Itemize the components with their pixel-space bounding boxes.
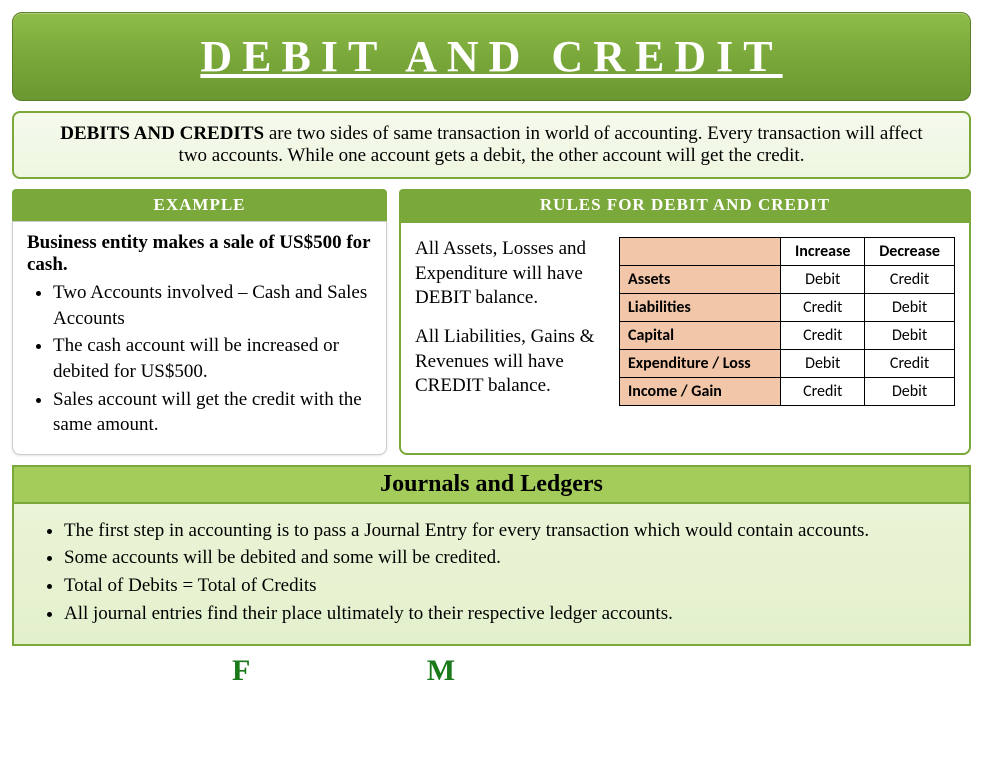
table-row: Liabilities Credit Debit [620,294,955,322]
table-cell: Credit [781,322,865,350]
journals-bullet: All journal entries find their place ult… [64,601,951,627]
rules-para-2: All Liabilities, Gains & Revenues will h… [415,325,605,399]
page-title: DEBIT AND CREDIT [23,31,960,82]
two-column-row: EXAMPLE Business entity makes a sale of … [12,189,971,455]
table-rowhead: Income / Gain [620,378,781,406]
table-row: Expenditure / Loss Debit Credit [620,350,955,378]
footer-letters: F M [12,654,971,688]
table-cell: Credit [781,294,865,322]
table-header-row: Increase Decrease [620,238,955,266]
table-rowhead: Expenditure / Loss [620,350,781,378]
table-rowhead: Assets [620,266,781,294]
rules-table-wrap: Increase Decrease Assets Debit Credit Li… [619,237,955,439]
table-cell: Debit [781,266,865,294]
table-cell: Credit [781,378,865,406]
table-row: Assets Debit Credit [620,266,955,294]
footer-letter-f: F [232,654,249,687]
example-bullet: The cash account will be increased or de… [53,333,372,384]
example-bullet: Two Accounts involved – Cash and Sales A… [53,280,372,331]
table-cell: Debit [865,322,955,350]
table-rowhead: Liabilities [620,294,781,322]
rules-table: Increase Decrease Assets Debit Credit Li… [619,237,955,406]
journals-list: The first step in accounting is to pass … [44,518,951,627]
rules-panel: RULES FOR DEBIT AND CREDIT All Assets, L… [399,189,971,455]
intro-box: DEBITS AND CREDITS are two sides of same… [12,111,971,179]
journals-bullet: Some accounts will be debited and some w… [64,545,951,571]
table-row: Income / Gain Credit Debit [620,378,955,406]
journals-bullet: The first step in accounting is to pass … [64,518,951,544]
journals-body: The first step in accounting is to pass … [12,504,971,647]
rules-para-1: All Assets, Losses and Expenditure will … [415,237,605,311]
table-header-blank [620,238,781,266]
table-cell: Debit [865,294,955,322]
example-lead: Business entity makes a sale of US$500 f… [27,232,372,276]
table-cell: Credit [865,266,955,294]
footer-letter-m: M [427,654,455,687]
intro-bold: DEBITS AND CREDITS [60,123,264,144]
table-cell: Debit [781,350,865,378]
table-row: Capital Credit Debit [620,322,955,350]
rules-text: All Assets, Losses and Expenditure will … [415,237,605,439]
example-header: EXAMPLE [12,189,387,221]
example-body: Business entity makes a sale of US$500 f… [12,221,387,455]
title-banner: DEBIT AND CREDIT [12,12,971,101]
rules-body: All Assets, Losses and Expenditure will … [399,221,971,455]
example-panel: EXAMPLE Business entity makes a sale of … [12,189,387,455]
rules-header: RULES FOR DEBIT AND CREDIT [399,189,971,221]
table-rowhead: Capital [620,322,781,350]
table-header-decrease: Decrease [865,238,955,266]
journals-header: Journals and Ledgers [12,465,971,504]
table-header-increase: Increase [781,238,865,266]
example-bullet: Sales account will get the credit with t… [53,387,372,438]
intro-rest: are two sides of same transaction in wor… [179,123,923,166]
journals-bullet: Total of Debits = Total of Credits [64,573,951,599]
example-list: Two Accounts involved – Cash and Sales A… [27,280,372,438]
table-cell: Debit [865,378,955,406]
table-cell: Credit [865,350,955,378]
